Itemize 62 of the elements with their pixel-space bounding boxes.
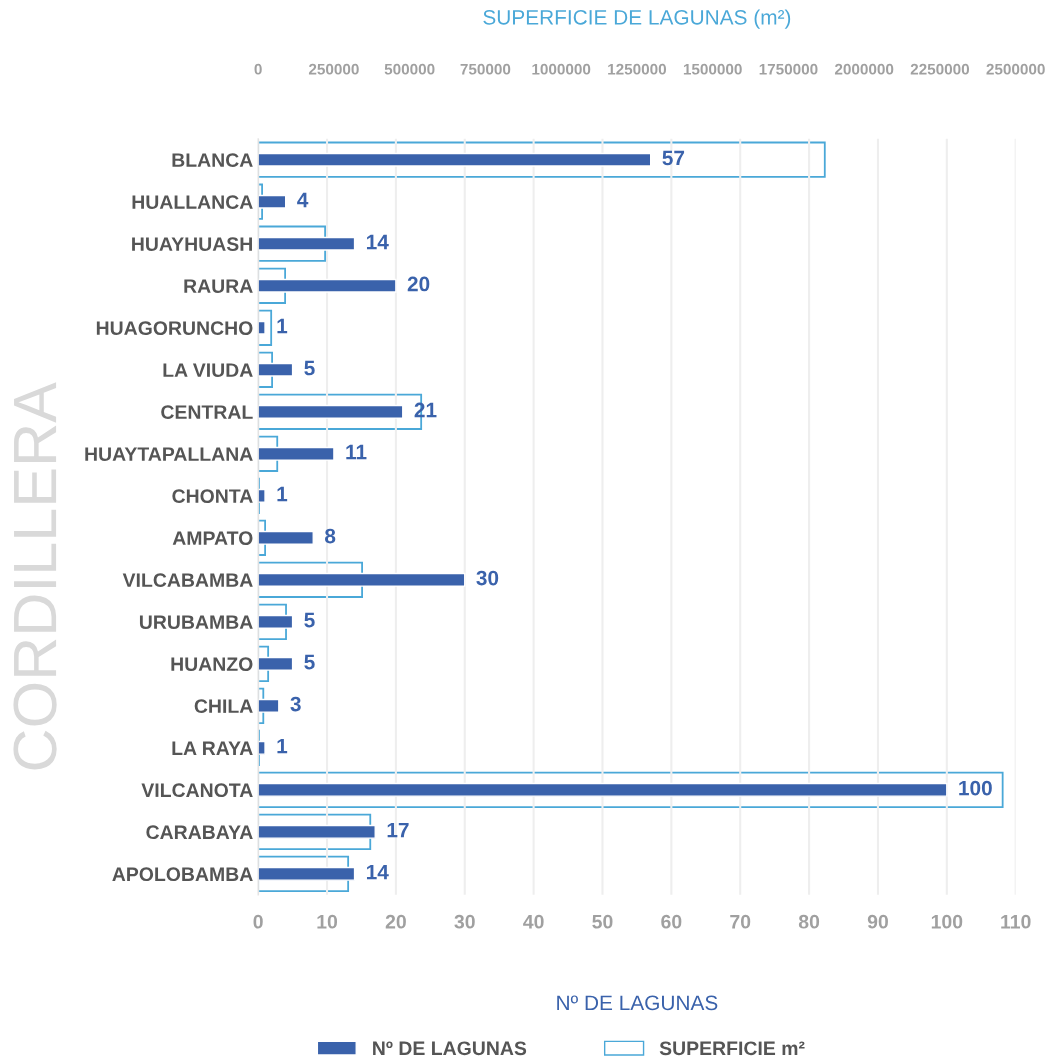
x2-tick-label: 250000 (308, 63, 359, 75)
y-tick-label: RAURA (184, 279, 253, 293)
data-label: 5 (304, 612, 315, 628)
x2-tick-label: 2250000 (910, 63, 970, 75)
y-tick-label: CARABAYA (146, 825, 253, 840)
legend-label: Nº DE LAGUNAS (373, 1041, 527, 1056)
x2-tick-label: 1250000 (608, 63, 667, 75)
x2-tick-label: 2500000 (986, 63, 1045, 75)
data-label: 3 (290, 696, 301, 712)
x-tick-label: 70 (730, 914, 751, 929)
data-label: 11 (346, 444, 367, 460)
data-label: 1 (277, 318, 288, 334)
y-tick-label: HUAGORUNCHO (96, 321, 253, 335)
data-label: 5 (304, 654, 315, 670)
y-tick-label: HUANZO (171, 657, 253, 672)
x-tick-label: 60 (661, 914, 682, 929)
y-tick-label: CENTRAL (161, 405, 253, 420)
y-tick-label: LA VIUDA (163, 363, 253, 377)
y-tick-label: VILCABAMBA (122, 573, 253, 588)
x-tick-label: 50 (592, 914, 613, 929)
x-tick-label: 20 (385, 914, 406, 929)
y-tick-label: APOLOBAMBA (112, 867, 253, 882)
x-tick-label: 30 (454, 914, 475, 929)
y-tick-label: VILCANOTA (141, 783, 253, 798)
data-label: 30 (476, 570, 499, 586)
x2-tick-label: 1750000 (759, 63, 818, 75)
data-label: 1 (277, 738, 288, 754)
data-label: 20 (407, 276, 430, 292)
x-axis-title: Nº DE LAGUNAS (557, 995, 718, 1011)
x2-tick-label: 750000 (460, 63, 511, 75)
y-tick-label: CHILA (194, 699, 253, 714)
x-tick-label: 110 (1001, 914, 1031, 929)
x2-tick-label: 0 (254, 63, 262, 75)
y-tick-label: HUAYHUASH (132, 237, 252, 251)
x2-tick-label: 2000000 (834, 63, 894, 75)
x-tick-label: 40 (523, 914, 544, 929)
legend-label: SUPERFICIE m² (659, 1041, 805, 1056)
data-label: 4 (297, 192, 309, 208)
data-label: 8 (325, 528, 336, 544)
x2-tick-label: 1500000 (683, 63, 742, 75)
x2-axis-title: SUPERFICIE DE LAGUNAS (m²) (483, 9, 791, 29)
y-tick-label: HUAYTAPALLANA (85, 447, 253, 462)
y-tick-label: CHONTA (172, 489, 253, 504)
x2-tick-label: 500000 (384, 63, 435, 75)
y-tick-label: URUBAMBA (139, 615, 253, 630)
y-tick-label: BLANCA (172, 153, 253, 167)
data-label: 5 (304, 360, 315, 376)
x-tick-label: 80 (798, 914, 820, 929)
y-tick-label: LA RAYA (172, 741, 253, 755)
x2-tick-label: 1000000 (532, 63, 591, 75)
data-label: 14 (366, 864, 389, 880)
data-label: 14 (366, 234, 389, 250)
data-label: 17 (387, 822, 409, 838)
data-label: 57 (662, 150, 685, 166)
x-tick-label: 90 (867, 914, 888, 929)
x-tick-label: 100 (931, 914, 963, 929)
y-tick-label: AMPATO (172, 531, 253, 546)
data-label: 100 (959, 780, 992, 796)
x-tick-label: 0 (253, 914, 263, 929)
data-label: 1 (277, 486, 288, 502)
x-tick-label: 10 (317, 914, 338, 929)
y-tick-label: HUALLANCA (132, 195, 253, 209)
